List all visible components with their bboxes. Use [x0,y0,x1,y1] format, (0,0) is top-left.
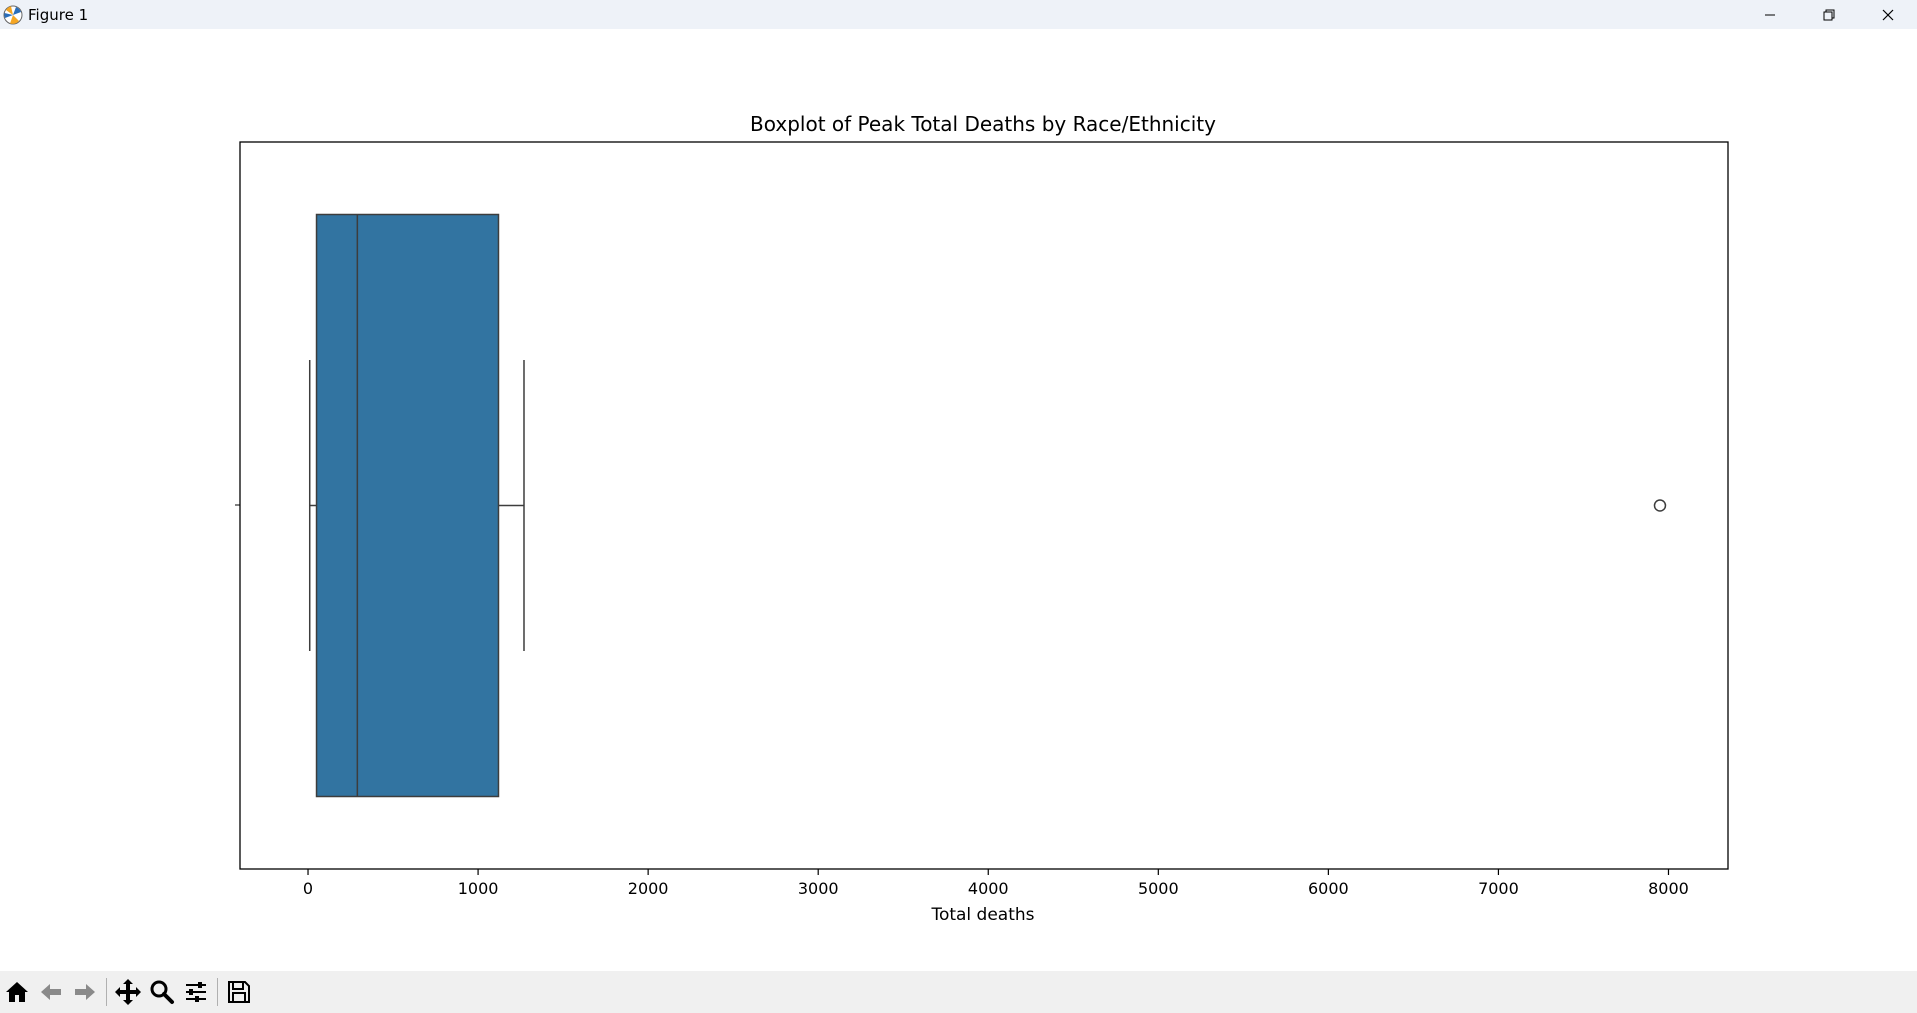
pan-icon [115,979,141,1005]
configure-icon [186,982,206,1002]
home-button[interactable] [0,974,34,1010]
box-group [308,213,1667,798]
home-icon [6,982,28,1002]
figure-canvas[interactable]: Boxplot of Peak Total Deaths by Race/Eth… [0,29,1917,971]
close-button[interactable] [1858,0,1917,29]
x-tick-label: 8000 [1648,879,1689,898]
restore-button[interactable] [1799,0,1858,29]
restore-icon [1823,9,1834,20]
matplotlib-app-icon [3,5,23,24]
chart-title: Boxplot of Peak Total Deaths by Race/Eth… [750,112,1216,136]
window-controls [1740,0,1917,29]
back-icon [41,984,61,1000]
zoom-icon [150,980,174,1004]
minimize-icon [1764,14,1775,15]
x-tick-label: 2000 [628,879,669,898]
forward-button[interactable] [68,974,102,1010]
window-title: Figure 1 [28,5,89,24]
x-tick-label: 0 [303,879,313,898]
x-tick-label: 7000 [1478,879,1519,898]
window-titlebar: Figure 1 [0,0,1917,29]
x-tick-label: 1000 [458,879,499,898]
outlier-point [1653,499,1667,512]
save-button[interactable] [222,974,256,1010]
toolbar-separator [106,978,107,1006]
boxplot-chart: Boxplot of Peak Total Deaths by Race/Eth… [235,112,1729,925]
toolbar-separator [217,978,218,1006]
x-tick-label: 5000 [1138,879,1179,898]
forward-icon [75,984,95,1000]
navigation-toolbar [0,971,1917,1013]
back-button[interactable] [34,974,68,1010]
minimize-button[interactable] [1740,0,1799,29]
x-axis-label: Total deaths [930,905,1034,925]
pan-button[interactable] [111,974,145,1010]
x-axis: 0 1000 2000 3000 4000 5000 6000 7000 8000 [303,869,1689,898]
save-icon [228,981,250,1003]
close-icon [1882,9,1893,20]
zoom-button[interactable] [145,974,179,1010]
x-tick-label: 6000 [1308,879,1349,898]
x-tick-label: 3000 [798,879,839,898]
iqr-box [315,213,500,798]
x-tick-label: 4000 [968,879,1009,898]
configure-subplots-button[interactable] [179,974,213,1010]
